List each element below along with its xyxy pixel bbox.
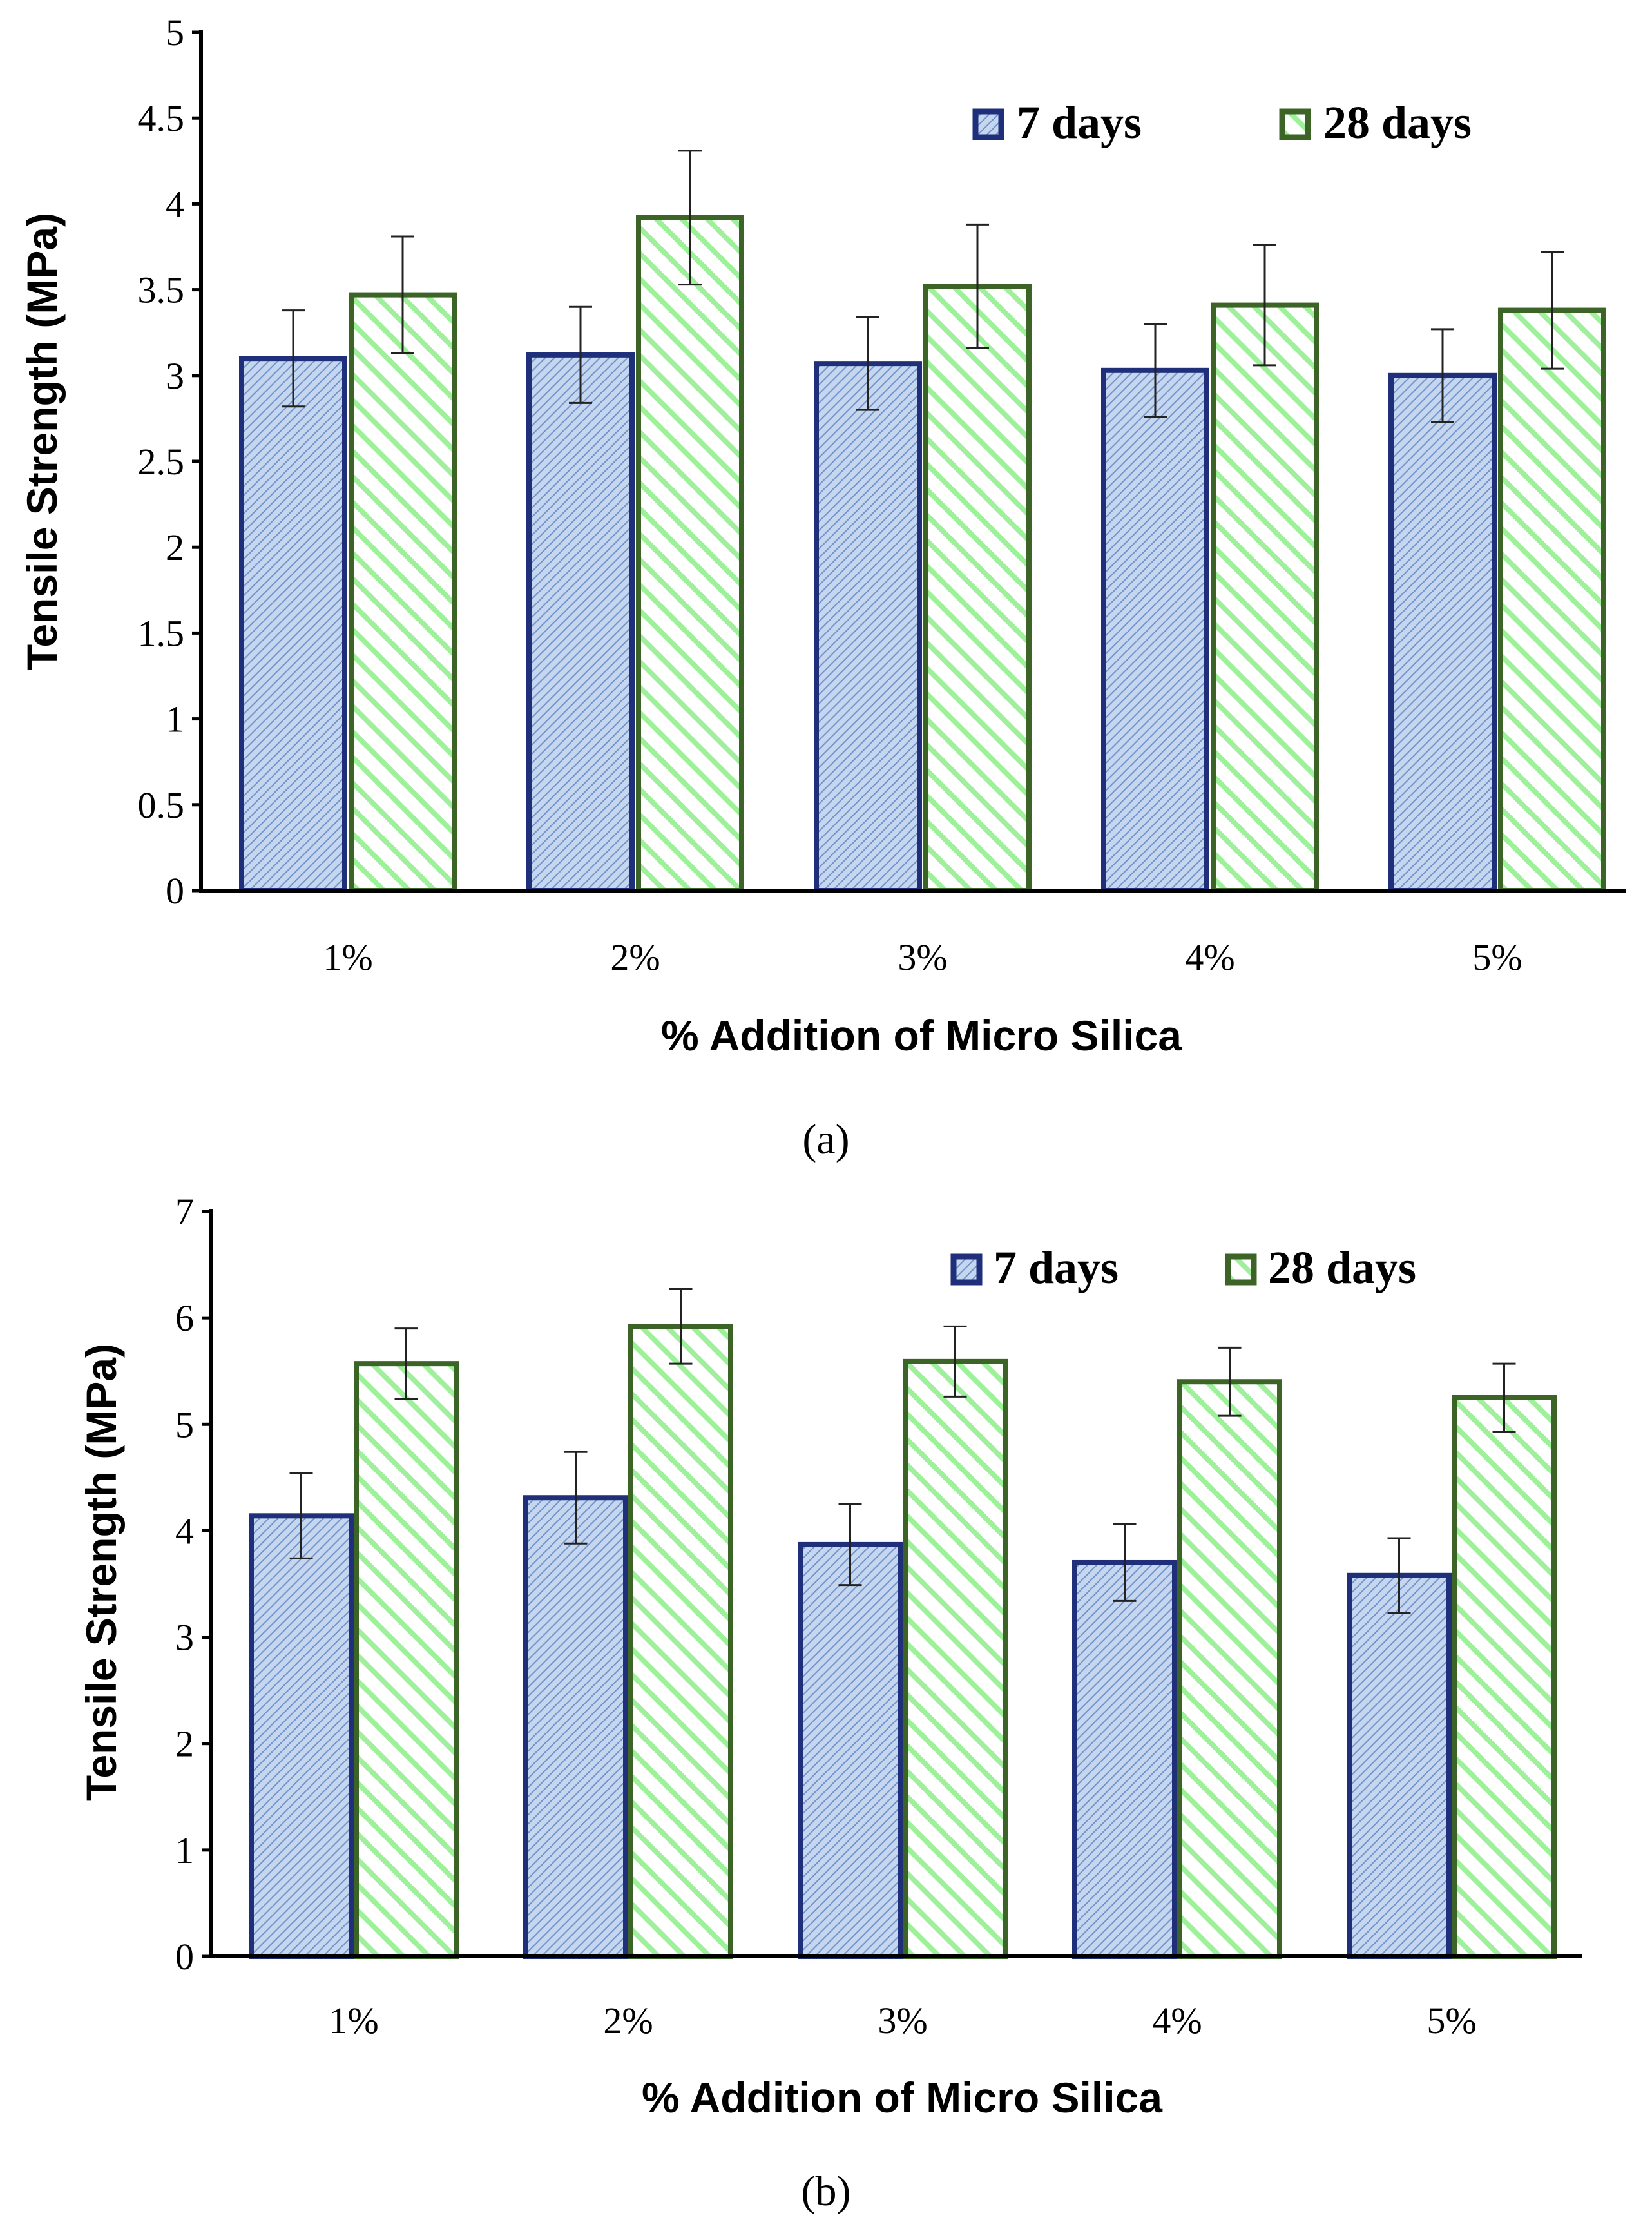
- chart-b-ytick-label: 5: [175, 1404, 194, 1445]
- chart-b-errorbar-7-days-5: [1387, 1537, 1411, 1614]
- chart-b-ytick-label: 0: [175, 1936, 194, 1978]
- chart-a-ytick-label: 2: [166, 526, 184, 568]
- chart-b-category-label: 4%: [1152, 2000, 1202, 2041]
- chart-a-ytick-label: 0: [166, 870, 184, 912]
- chart-b-bar-28-days-4: [1177, 1379, 1282, 1959]
- chart-a-legend-label-7-days: 7 days: [1017, 97, 1142, 148]
- chart-b-legend-swatch-28-days: [1225, 1253, 1257, 1286]
- chart-b-ylabel: Tensile Strength (MPa): [77, 1344, 125, 1801]
- chart-a-category-label: 3%: [898, 936, 947, 978]
- chart-b-bar-28-days-1: [354, 1361, 459, 1959]
- chart-a: Tensile Strength (MPa) % Addition of Mic…: [18, 97, 1472, 1163]
- chart-b-bar-28-days-5: [1452, 1395, 1557, 1959]
- chart-b-legend-swatch-7-days: [950, 1253, 983, 1286]
- chart-a-bar-28-days-2: [636, 215, 744, 893]
- chart-b-errorbar-28-days-2: [669, 1288, 693, 1365]
- chart-b-ytick-label: 2: [175, 1723, 194, 1765]
- chart-b-legend: 7 days 28 days: [950, 1242, 1416, 1293]
- chart-b-errorbar-7-days-3: [838, 1503, 862, 1587]
- chart-a-errorbar-7-days-4: [1144, 323, 1167, 418]
- chart-b-errorbar-7-days-2: [564, 1451, 588, 1545]
- chart-b-ytick-label: 6: [175, 1297, 194, 1339]
- chart-a-ytick-label: 4.5: [138, 97, 185, 139]
- chart-a-legend-label-28-days: 28 days: [1323, 97, 1472, 148]
- chart-b-ytick-label: 3: [175, 1617, 194, 1659]
- chart-a-errorbar-7-days-2: [569, 305, 592, 404]
- chart-a-errorbar-28-days-5: [1541, 251, 1564, 370]
- chart-b-errorbar-28-days-1: [394, 1327, 418, 1400]
- chart-a-bar-28-days-5: [1498, 307, 1606, 893]
- chart-b-category-label: 3%: [878, 2000, 927, 2041]
- chart-a-category-label: 2%: [610, 936, 660, 978]
- chart-b-bar-7-days-1: [249, 1513, 354, 1959]
- chart-a-legend: 7 days 28 days: [972, 97, 1472, 148]
- chart-a-category-label: 1%: [323, 936, 372, 978]
- chart-b-ytick-label: 1: [175, 1829, 194, 1871]
- chart-b-errorbar-7-days-1: [289, 1472, 313, 1559]
- chart-b-bar-7-days-3: [798, 1541, 903, 1960]
- chart-a-ytick-label: 3: [166, 355, 184, 397]
- chart-a-ytick-label: 0.5: [138, 784, 185, 826]
- chart-a-bar-28-days-4: [1211, 302, 1319, 893]
- chart-b-errorbar-7-days-4: [1113, 1523, 1137, 1602]
- chart-b-bar-28-days-2: [628, 1324, 733, 1959]
- chart-a-errorbar-28-days-2: [678, 150, 702, 286]
- chart-a-bar-28-days-1: [349, 292, 457, 894]
- chart-a-ylabel: Tensile Strength (MPa): [18, 213, 66, 670]
- chart-a-ytick-label: 5: [166, 12, 184, 53]
- chart-b-plot: 0 1 2 3 4 5 6 7 1% 2% 3% 4% 5%: [175, 1191, 1582, 2041]
- chart-b-errorbar-28-days-5: [1492, 1362, 1516, 1433]
- chart-a-bar-7-days-2: [526, 352, 635, 893]
- chart-a-errorbar-7-days-5: [1431, 328, 1454, 423]
- chart-b-legend-label-28-days: 28 days: [1268, 1242, 1416, 1293]
- chart-a-bar-7-days-1: [239, 356, 347, 893]
- chart-a-bar-28-days-3: [923, 284, 1032, 894]
- chart-b-bar-28-days-3: [903, 1358, 1008, 1959]
- chart-a-bar-7-days-4: [1101, 367, 1209, 893]
- chart-b-category-label: 1%: [329, 2000, 378, 2041]
- chart-a-category-label: 4%: [1185, 936, 1234, 978]
- chart-a-errorbar-28-days-4: [1253, 244, 1276, 367]
- chart-a-caption: (a): [802, 1116, 849, 1163]
- chart-b-category-label: 5%: [1426, 2000, 1476, 2041]
- chart-a-errorbar-7-days-3: [856, 316, 879, 411]
- chart-a-errorbar-28-days-3: [966, 223, 989, 349]
- chart-b-ytick-label: 7: [175, 1191, 194, 1233]
- chart-b: Tensile Strength (MPa) % Addition of Mic…: [77, 1242, 1416, 2215]
- chart-a-ytick-label: 3.5: [138, 269, 185, 311]
- chart-b-errorbar-28-days-4: [1218, 1346, 1242, 1417]
- chart-b-ytick-label: 4: [175, 1510, 194, 1552]
- chart-a-ytick-label: 1: [166, 699, 184, 740]
- chart-a-ytick-label: 2.5: [138, 441, 185, 483]
- chart-b-bar-7-days-2: [523, 1495, 628, 1960]
- chart-b-xlabel: % Addition of Micro Silica: [642, 2074, 1163, 2121]
- chart-b-category-label: 2%: [603, 2000, 653, 2041]
- chart-b-legend-label-7-days: 7 days: [994, 1242, 1119, 1293]
- chart-a-errorbar-7-days-1: [282, 309, 305, 408]
- chart-b-bar-7-days-4: [1072, 1559, 1177, 1959]
- chart-a-category-label: 5%: [1472, 936, 1522, 978]
- chart-b-bar-7-days-5: [1347, 1572, 1452, 1959]
- chart-a-xlabel: % Addition of Micro Silica: [661, 1012, 1182, 1059]
- chart-b-caption: (b): [802, 2168, 851, 2215]
- chart-a-bar-7-days-5: [1388, 372, 1497, 893]
- chart-a-plot: 0 0.5 1 1.5 2 2.5 3 3.5 4 4.5 5 1% 2% 3% 4% 5%: [138, 12, 1626, 978]
- chart-a-ytick-label: 1.5: [138, 612, 185, 654]
- chart-a-legend-swatch-7-days: [972, 108, 1004, 140]
- chart-a-bar-7-days-3: [814, 361, 922, 893]
- chart-a-ytick-label: 4: [166, 183, 184, 225]
- chart-a-errorbar-28-days-1: [391, 235, 414, 354]
- chart-a-legend-swatch-28-days: [1279, 108, 1311, 140]
- chart-b-errorbar-28-days-3: [943, 1325, 967, 1398]
